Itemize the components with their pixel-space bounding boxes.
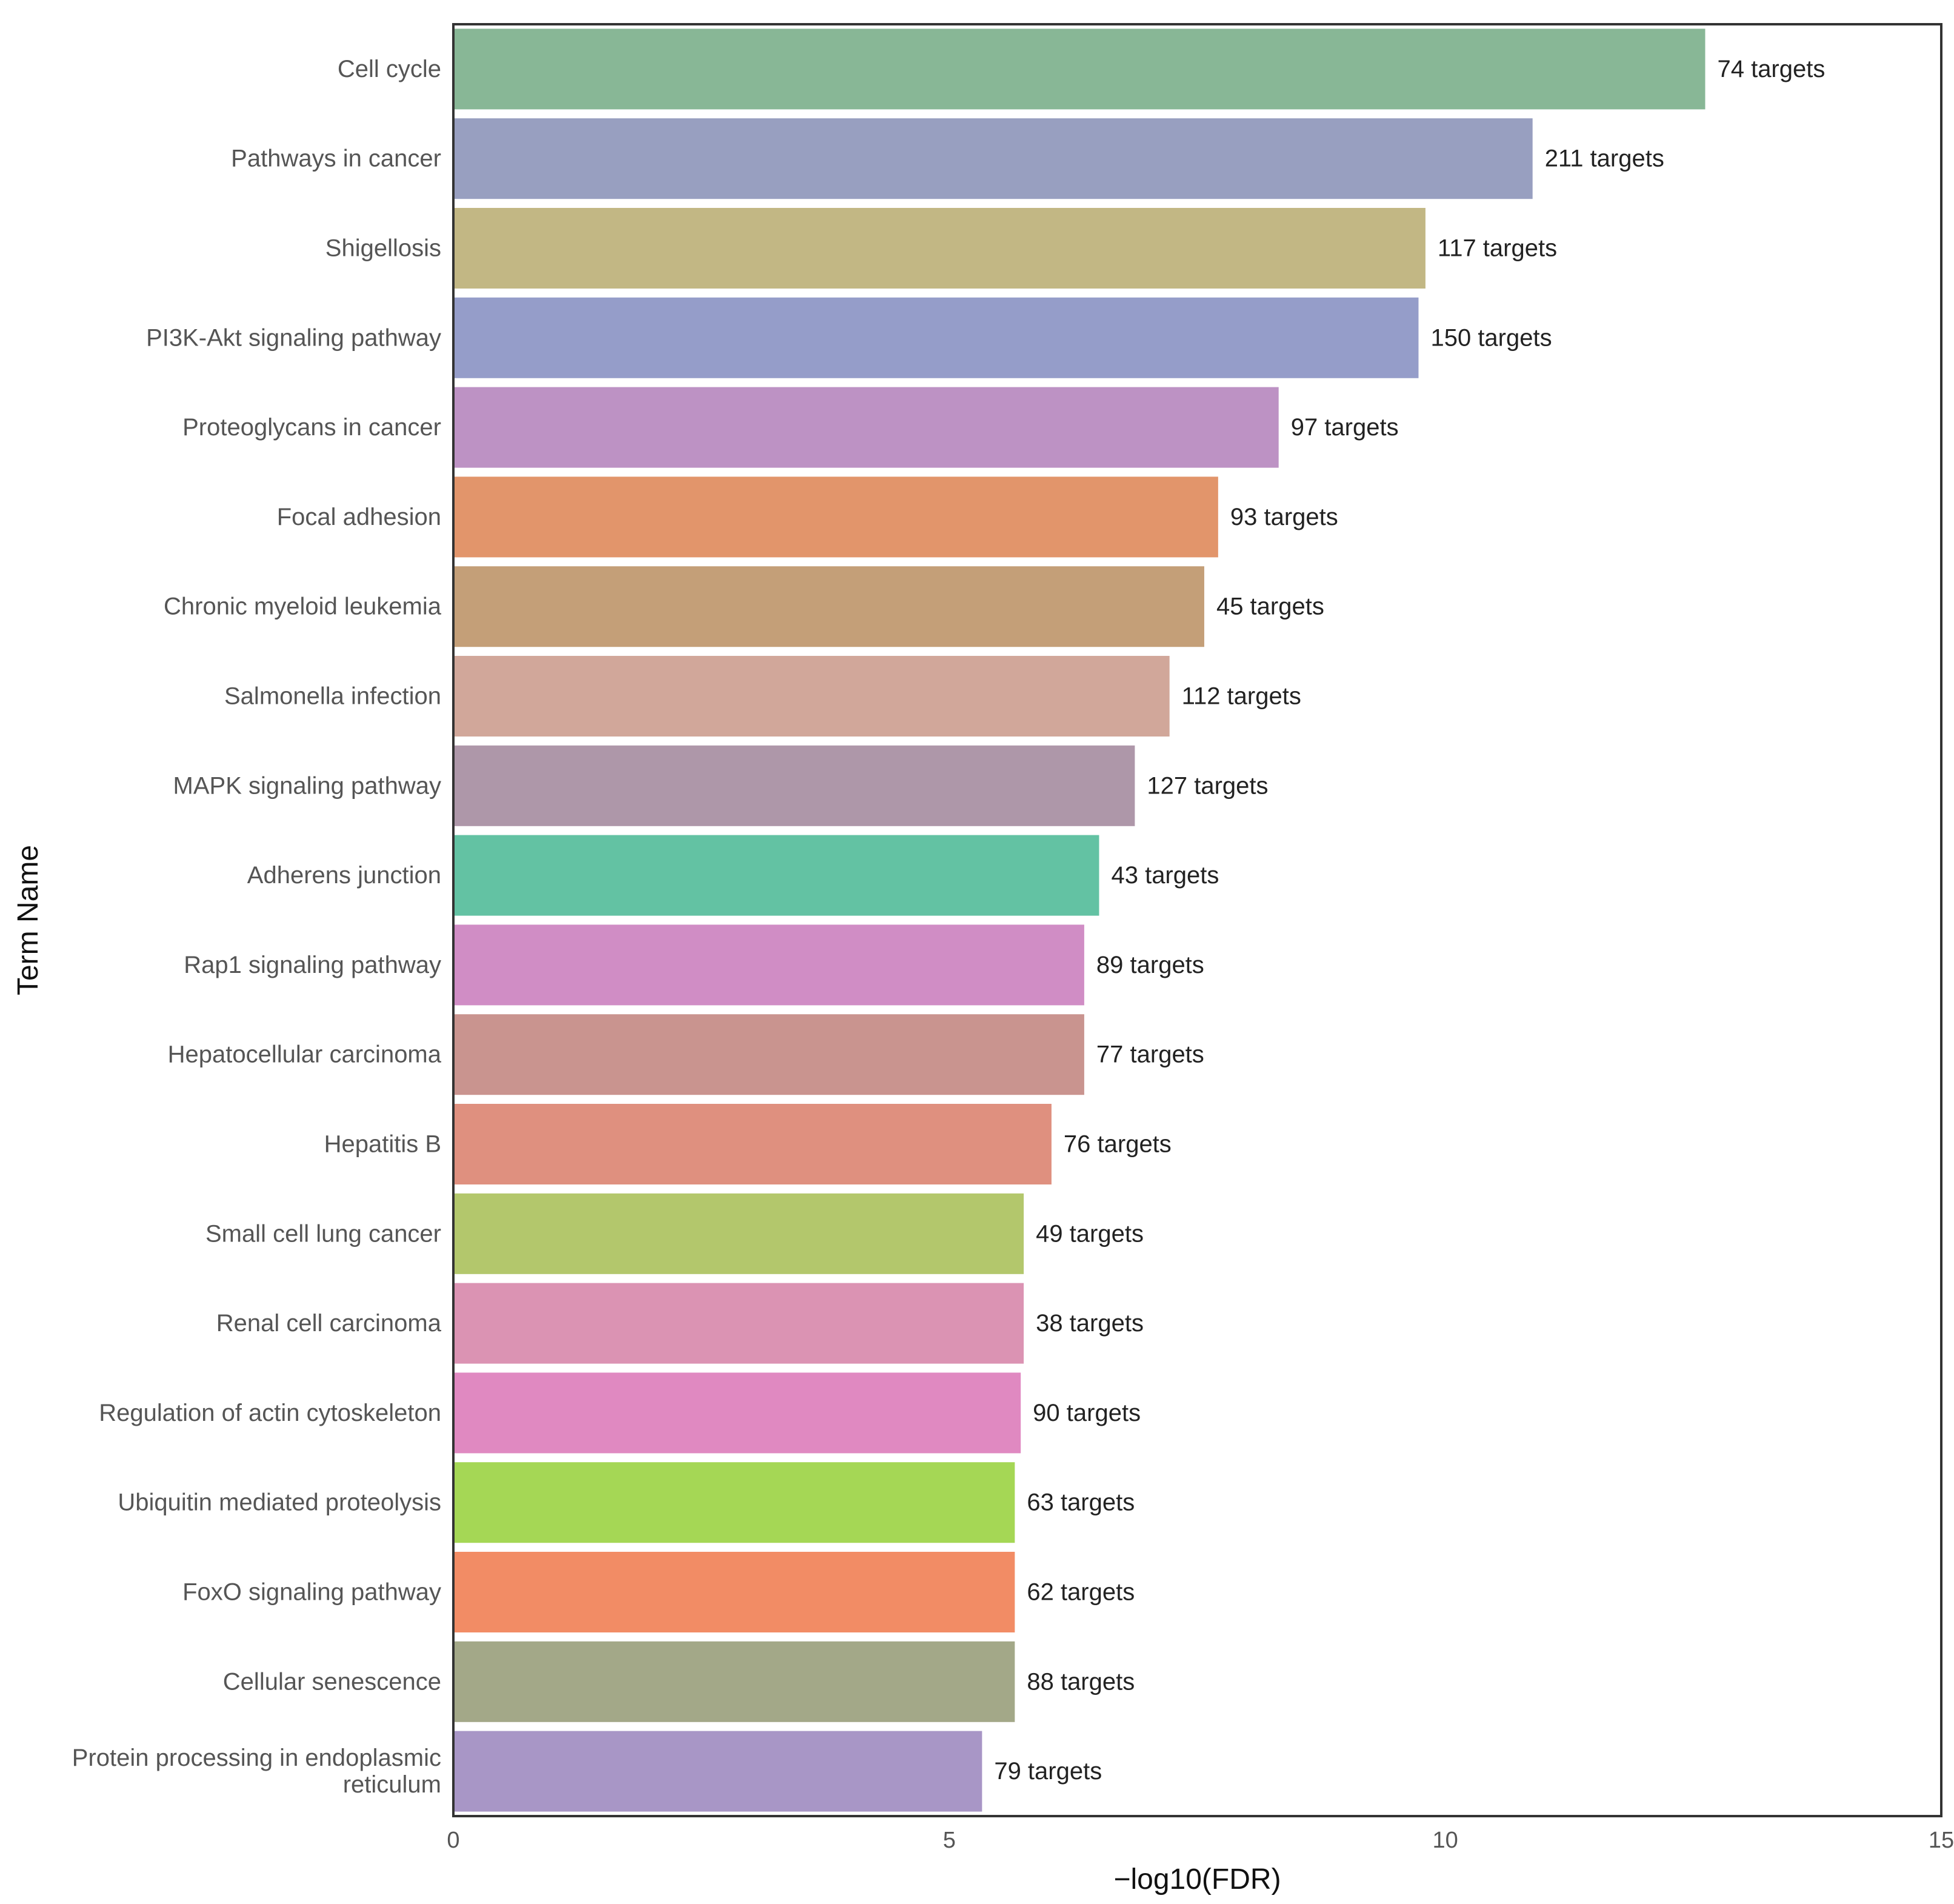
y-tick-label: Cell cycle bbox=[338, 56, 441, 82]
y-tick-label: Shigellosis bbox=[325, 235, 441, 262]
y-tick-label: Rap1 signaling pathway bbox=[184, 952, 441, 978]
bar bbox=[453, 1372, 1021, 1454]
y-tick-label: Salmonella infection bbox=[224, 683, 441, 710]
bar bbox=[453, 28, 1706, 110]
bar bbox=[453, 924, 1084, 1006]
y-tick-label: MAPK signaling pathway bbox=[173, 772, 441, 799]
y-tick-label: Protein processing in endoplasmic reticul… bbox=[72, 1745, 441, 1798]
y-tick-label: Focal adhesion bbox=[277, 504, 441, 530]
bar-value-label: 43 targets bbox=[1111, 862, 1219, 889]
bar bbox=[453, 387, 1279, 468]
y-tick-label: Small cell lung cancer bbox=[205, 1220, 441, 1247]
y-tick-label: PI3K-Akt signaling pathway bbox=[146, 324, 441, 351]
x-tick-label: 0 bbox=[447, 1828, 459, 1853]
bar bbox=[453, 1193, 1024, 1274]
bar bbox=[453, 655, 1170, 737]
bar bbox=[453, 1462, 1015, 1543]
y-tick-label: FoxO signaling pathway bbox=[182, 1579, 441, 1606]
bar-value-label: 93 targets bbox=[1230, 504, 1338, 530]
bar-value-label: 117 targets bbox=[1438, 235, 1557, 262]
bar bbox=[453, 1103, 1052, 1185]
bars-group bbox=[453, 28, 1706, 1812]
x-axis-tick-labels: 0 5 10 15 bbox=[447, 1828, 1954, 1853]
plot-panel-border bbox=[452, 23, 1942, 1817]
bar-labels-group: 74 targets 211 targets 117 targets 150 targ… bbox=[994, 56, 1825, 1785]
y-axis-tick-labels: Cell cycle Pathways in cancer Shigellosis P… bbox=[72, 56, 442, 1798]
bar-value-label: 127 targets bbox=[1147, 772, 1268, 799]
y-tick-label: Adherens junction bbox=[247, 862, 441, 889]
bar-value-label: 97 targets bbox=[1291, 414, 1399, 441]
bar-value-label: 74 targets bbox=[1717, 56, 1825, 82]
x-tick-label: 15 bbox=[1929, 1828, 1954, 1853]
bar-value-label: 49 targets bbox=[1036, 1220, 1144, 1247]
bar bbox=[453, 1551, 1015, 1633]
y-tick-label: Renal cell carcinoma bbox=[216, 1310, 442, 1337]
bar bbox=[453, 1641, 1015, 1722]
bar-value-label: 112 targets bbox=[1182, 683, 1301, 710]
y-tick-label: Chronic myeloid leukemia bbox=[164, 593, 442, 620]
bar bbox=[453, 1283, 1024, 1364]
bar bbox=[453, 476, 1218, 558]
bar-value-label: 76 targets bbox=[1064, 1131, 1172, 1158]
y-tick-label: Hepatitis B bbox=[324, 1131, 441, 1158]
y-tick-label: Ubiquitin mediated proteolysis bbox=[118, 1489, 441, 1516]
bar-value-label: 90 targets bbox=[1033, 1400, 1141, 1426]
x-tick-label: 10 bbox=[1433, 1828, 1458, 1853]
bar-value-label: 88 targets bbox=[1027, 1668, 1135, 1695]
x-tick-label: 5 bbox=[943, 1828, 956, 1853]
bar bbox=[453, 118, 1533, 199]
bar-value-label: 150 targets bbox=[1430, 324, 1552, 351]
bar bbox=[453, 297, 1419, 378]
y-tick-label: Regulation of actin cytoskeleton bbox=[99, 1400, 441, 1426]
y-axis-title: Term Name bbox=[12, 845, 44, 995]
bar-value-label: 211 targets bbox=[1545, 145, 1664, 172]
bar-value-label: 77 targets bbox=[1096, 1041, 1204, 1068]
bar bbox=[453, 745, 1135, 826]
y-tick-label: Pathways in cancer bbox=[231, 145, 441, 172]
bar-value-label: 79 targets bbox=[994, 1758, 1102, 1785]
x-axis-title: −log10(FDR) bbox=[1113, 1863, 1281, 1896]
bar-value-label: 45 targets bbox=[1216, 593, 1324, 620]
bar bbox=[453, 207, 1425, 289]
y-tick-label: Hepatocellular carcinoma bbox=[168, 1041, 442, 1068]
bar bbox=[453, 566, 1204, 647]
bar-value-label: 89 targets bbox=[1096, 952, 1204, 978]
bar bbox=[453, 1014, 1084, 1095]
bar-value-label: 62 targets bbox=[1027, 1579, 1135, 1606]
bar-value-label: 63 targets bbox=[1027, 1489, 1135, 1516]
bar bbox=[453, 835, 1099, 916]
y-tick-label: Cellular senescence bbox=[223, 1668, 441, 1695]
bar-value-label: 38 targets bbox=[1036, 1310, 1144, 1337]
bar bbox=[453, 1731, 982, 1812]
y-tick-label: Proteoglycans in cancer bbox=[182, 414, 441, 441]
